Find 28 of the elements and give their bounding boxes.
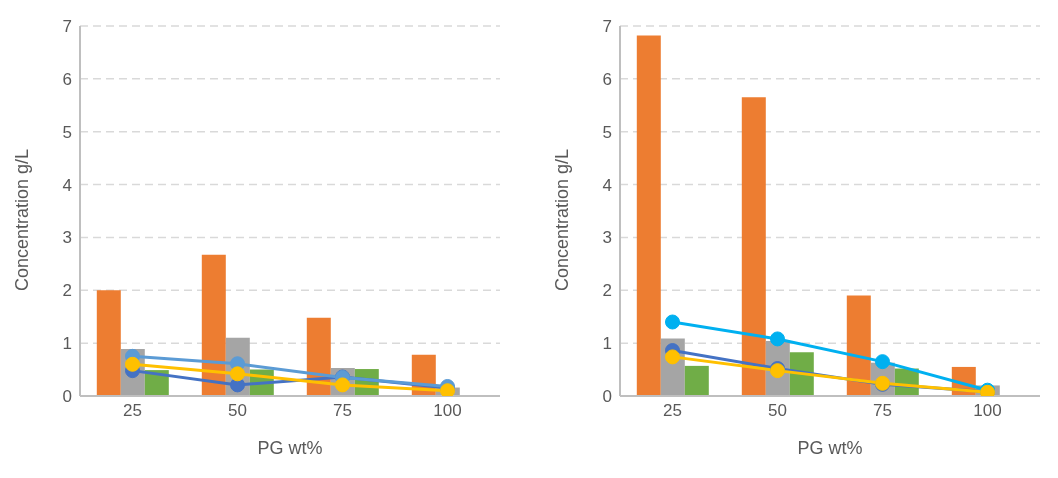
x-tick-label: 25 [123,401,142,421]
y-tick-label: 0 [602,387,612,407]
x-tick-label: 50 [768,401,787,421]
y-axis-title: Concentration g/L [552,148,573,291]
y-tick-label: 4 [602,175,612,195]
y-tick-label: 6 [602,69,612,89]
x-tick-label: 75 [873,401,892,421]
y-tick-label: 5 [62,122,72,142]
y-axis-title: Concentration g/L [12,148,33,291]
x-tick-label: 75 [333,401,352,421]
y-tick-label: 3 [62,228,72,248]
y-tick-label: 1 [62,334,72,354]
x-tick-label: 50 [228,401,247,421]
y-tick-label: 7 [602,17,612,37]
y-tick-label: 2 [62,281,72,301]
y-tick-label: 5 [602,122,612,142]
y-tick-label: 6 [62,69,72,89]
y-tick-label: 4 [62,175,72,195]
y-tick-label: 3 [602,228,612,248]
y-tick-label: 1 [602,334,612,354]
y-tick-label: 2 [602,281,612,301]
x-tick-label: 100 [433,401,462,421]
y-tick-label: 7 [62,17,72,37]
y-tick-label: 0 [62,387,72,407]
x-axis-title: PG wt% [257,438,323,458]
x-tick-label: 100 [973,401,1002,421]
x-axis-title: PG wt% [797,438,863,458]
x-tick-label: 25 [663,401,682,421]
